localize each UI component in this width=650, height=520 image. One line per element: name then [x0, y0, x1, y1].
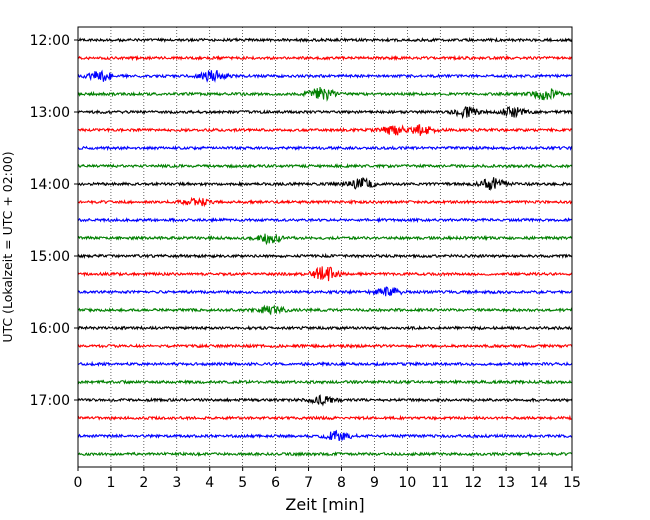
- seismic-trace: [77, 86, 573, 102]
- seismic-trace: [77, 451, 573, 458]
- seismic-trace: [77, 304, 573, 316]
- x-tick-label: 6: [271, 475, 280, 491]
- x-tick-label: 3: [172, 475, 181, 491]
- seismic-trace: [77, 252, 573, 260]
- x-tick-label: 4: [205, 475, 214, 491]
- seismic-trace: [77, 124, 573, 136]
- seismic-trace: [77, 163, 573, 170]
- y-tick-label: 14:00: [30, 177, 70, 193]
- seismic-trace: [77, 54, 573, 62]
- seismic-trace: [77, 196, 573, 208]
- seismic-trace: [77, 144, 573, 152]
- seismic-trace: [77, 343, 573, 350]
- y-tick-label: 12:00: [30, 33, 70, 49]
- y-axis-ticks: 12:00 13:00 14:00 15:00 16:00 17:00: [30, 33, 78, 409]
- x-tick-label: 15: [563, 475, 581, 491]
- seismic-trace: [77, 414, 573, 422]
- x-tick-label: 9: [370, 475, 379, 491]
- y-tick-label: 16:00: [30, 321, 70, 337]
- seismic-trace: [77, 36, 573, 43]
- seismic-trace: [77, 176, 573, 192]
- x-tick-label: 7: [304, 475, 313, 491]
- seismic-trace: [77, 378, 573, 386]
- y-tick-label: 17:00: [30, 393, 70, 409]
- seismic-trace: [77, 233, 573, 246]
- x-tick-label: 1: [106, 475, 115, 491]
- x-tick-label: 14: [530, 475, 548, 491]
- y-tick-label: 15:00: [30, 249, 70, 265]
- y-axis-title: UTC (Lokalzeit = UTC + 02:00): [0, 151, 15, 342]
- seismic-trace: [77, 216, 573, 224]
- seismic-trace: [77, 360, 573, 368]
- plot-frame: [77, 26, 573, 468]
- seismic-trace: [77, 69, 573, 83]
- x-tick-label: 8: [337, 475, 346, 491]
- seismic-trace: [77, 394, 573, 407]
- y-tick-label: 13:00: [30, 105, 70, 121]
- seismic-trace: [77, 266, 573, 282]
- seismic-traces: [77, 36, 573, 458]
- x-tick-label: 2: [139, 475, 148, 491]
- x-tick-label: 13: [497, 475, 515, 491]
- seismic-trace: [77, 324, 573, 331]
- x-tick-label: 11: [431, 475, 449, 491]
- x-tick-label: 0: [74, 475, 83, 491]
- gridlines: [110, 27, 540, 467]
- x-tick-label: 5: [238, 475, 247, 491]
- x-tick-label: 10: [398, 475, 416, 491]
- x-tick-label: 12: [464, 475, 482, 491]
- seismic-trace: [77, 286, 573, 297]
- seismic-trace: [77, 105, 573, 120]
- x-axis-title: Zeit [min]: [285, 495, 364, 514]
- seismic-trace: [77, 429, 573, 442]
- x-axis-ticks: 0 1 2 3 4 5 6 7 8 9 10 11 12 13 14 15: [74, 467, 581, 491]
